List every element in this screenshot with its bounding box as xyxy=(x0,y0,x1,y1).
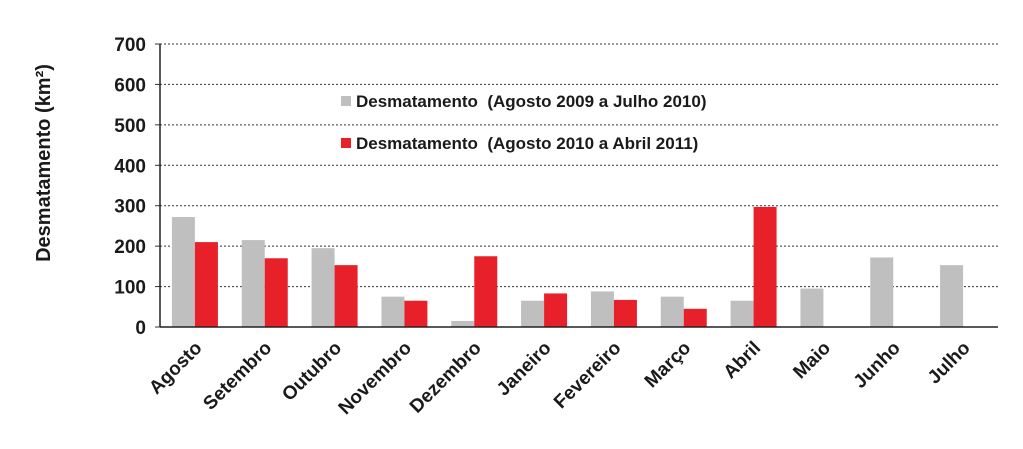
x-tick-label: Fevereiro xyxy=(550,338,625,413)
gridlines xyxy=(160,43,998,288)
legend-swatch xyxy=(341,138,351,148)
bar-2010-2011 xyxy=(264,258,288,327)
x-tick-label: Julho xyxy=(924,338,975,389)
y-tick-label: 300 xyxy=(114,197,146,218)
x-tick-label: Agosto xyxy=(145,338,206,399)
bar-2009-2010 xyxy=(311,248,335,327)
bar-2009-2010 xyxy=(800,288,824,327)
bar-2010-2011 xyxy=(404,300,428,327)
y-axis-ticks: 0 100 200 300 400 500 600 700 xyxy=(114,35,160,339)
x-tick-label: Maio xyxy=(789,338,834,383)
x-tick-label: Abril xyxy=(720,338,765,383)
bar-2010-2011 xyxy=(683,308,707,327)
x-tick-label: Novembro xyxy=(335,338,416,419)
legend-label: Desmatamento (Agosto 2010 a Abril 2011) xyxy=(356,134,698,153)
bar-2009-2010 xyxy=(590,291,614,327)
axes xyxy=(159,44,998,328)
bar-2010-2011 xyxy=(474,256,498,327)
y-tick-label: 700 xyxy=(114,35,146,56)
bar-2010-2011 xyxy=(334,265,358,327)
y-tick-label: 0 xyxy=(135,318,146,339)
y-tick-label: 200 xyxy=(114,237,146,258)
bar-2009-2010 xyxy=(870,257,894,327)
bar-2009-2010 xyxy=(451,320,475,327)
bar-2010-2011 xyxy=(544,293,568,327)
y-axis-label: Desmatamento (km²) xyxy=(33,64,55,262)
legend-label: Desmatamento (Agosto 2009 a Julho 2010) xyxy=(356,92,707,111)
bar-2010-2011 xyxy=(194,242,218,327)
bar-2009-2010 xyxy=(730,300,754,327)
x-tick-label: Setembro xyxy=(199,338,276,415)
y-tick-label: 500 xyxy=(114,116,146,137)
x-tick-label: Dezembro xyxy=(406,338,486,418)
bar-2009-2010 xyxy=(521,300,545,327)
legend: Desmatamento (Agosto 2009 a Julho 2010) D… xyxy=(341,92,707,153)
x-tick-label: Junho xyxy=(850,338,905,393)
y-tick-label: 600 xyxy=(114,75,146,96)
bar-2009-2010 xyxy=(171,217,195,327)
x-tick-label: Março xyxy=(641,338,695,392)
bar-2009-2010 xyxy=(241,240,265,327)
y-tick-label: 400 xyxy=(114,156,146,177)
bar-2010-2011 xyxy=(753,206,777,327)
bar-2010-2011 xyxy=(613,299,637,327)
bar-2009-2010 xyxy=(381,296,405,327)
bar-2009-2010 xyxy=(660,296,684,327)
bar-2009-2010 xyxy=(940,265,964,327)
y-tick-label: 100 xyxy=(114,278,146,299)
x-tick-label: Janeiro xyxy=(493,338,556,401)
bars xyxy=(171,206,964,327)
legend-swatch xyxy=(341,96,351,106)
x-tick-label: Outubro xyxy=(278,338,346,406)
